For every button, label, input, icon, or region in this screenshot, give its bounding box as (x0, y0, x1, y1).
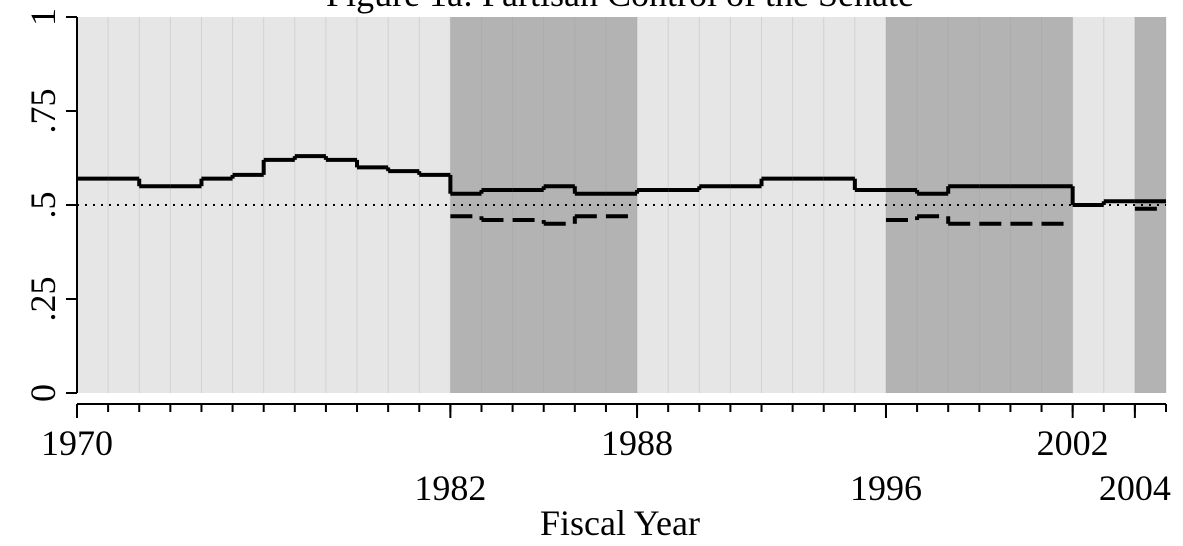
x-tick-label: 1988 (601, 423, 673, 463)
x-tick-label: 2004 (1099, 468, 1171, 508)
y-tick-label: .25 (23, 277, 63, 322)
x-axis-label: Fiscal Year (540, 503, 700, 543)
y-tick-label: 1 (23, 8, 63, 26)
x-tick-label: 2002 (1037, 423, 1109, 463)
chart-title: Figure 1a: Partisan Control of the Senat… (326, 0, 914, 14)
y-tick-label: .75 (23, 89, 63, 134)
y-tick-label: 0 (23, 384, 63, 402)
x-tick-label: 1996 (850, 468, 922, 508)
x-tick-label: 1970 (41, 423, 113, 463)
x-tick-label: 1982 (414, 468, 486, 508)
y-tick-label: .5 (23, 192, 63, 219)
